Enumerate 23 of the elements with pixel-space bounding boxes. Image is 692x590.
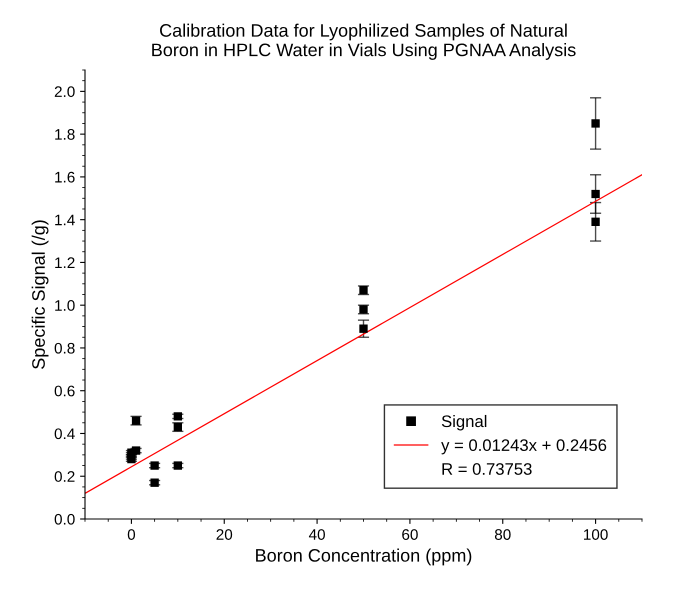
- y-tick-label: 0.6: [54, 386, 75, 396]
- x-axis-title: Boron Concentration (ppm): [256, 548, 472, 566]
- y-tick-label: 0.0: [54, 514, 75, 525]
- legend-label: Signal: [442, 414, 486, 430]
- y-tick-label: 2.0: [54, 86, 75, 98]
- y-tick-label: 1.0: [55, 300, 75, 311]
- x-tick-label: 80: [494, 529, 511, 540]
- y-tick-label: 1.2: [55, 257, 75, 268]
- y-tick-label: 0.2: [54, 471, 75, 482]
- y-tick-label: 0.8: [54, 342, 75, 354]
- y-tick-label: 1.6: [55, 172, 75, 183]
- y-tick-label: 0.4: [54, 428, 75, 440]
- x-tick-label: 40: [308, 529, 325, 540]
- chart-title: Calibration Data for Lyophilized Samples of Natural Boron in HPLC Water in Vials Using PGNAA Analysis: [152, 24, 576, 60]
- y-axis-title: Specific Signal (/g): [32, 220, 48, 369]
- x-tick-label: 20: [216, 529, 232, 540]
- y-tick-label: 1.4: [55, 214, 75, 226]
- annotation: R = 0.73753: [442, 463, 532, 475]
- x-tick-label: 0: [128, 529, 136, 540]
- x-tick-label: 100: [584, 529, 608, 540]
- x-tick-label: 60: [402, 529, 418, 540]
- legend-label: y = 0.01243x + 0.2456: [441, 439, 606, 454]
- y-tick-label: 1.8: [55, 129, 75, 140]
